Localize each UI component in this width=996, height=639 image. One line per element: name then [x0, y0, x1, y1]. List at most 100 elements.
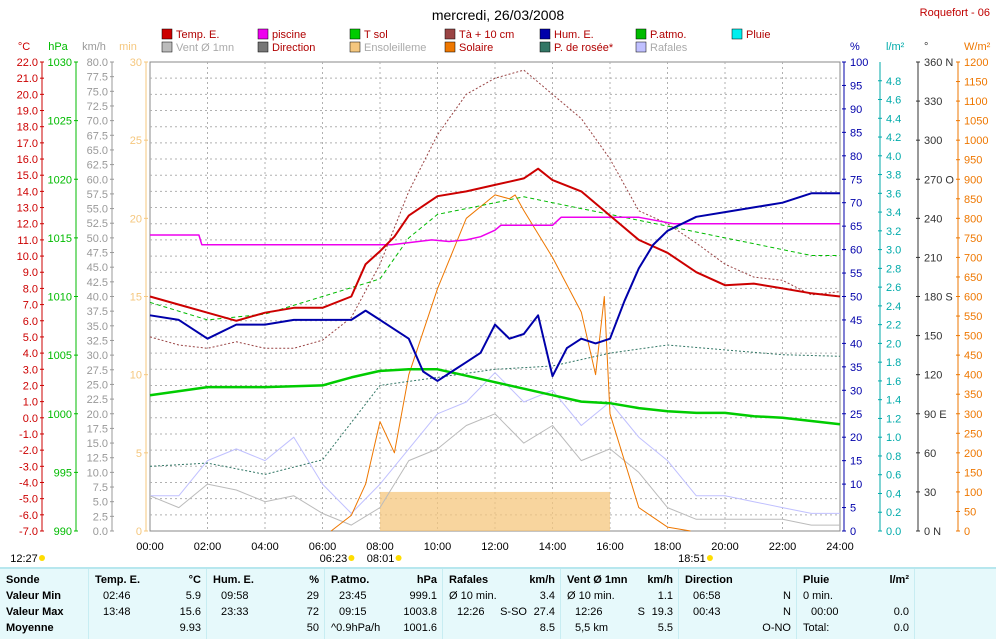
legend-swatch [349, 41, 361, 53]
stats-temp-max-val: 15.6 [179, 606, 201, 618]
axis-tick-label: 2.0 [886, 338, 901, 350]
axis-tick-label: 30 [130, 57, 142, 69]
axis-tick-label: 4.4 [886, 113, 901, 125]
stats-col-temp: Temp. E. °C 02:46 5.9 13:48 15.6 9.93 [88, 569, 207, 639]
x-tick-label: 02:00 [194, 541, 222, 553]
stats-patmo-max-time: 09:15 [339, 606, 367, 618]
axis-tick-label: 75 [850, 174, 862, 186]
sun-time-label: 08:01 [367, 553, 395, 565]
axis-tick-label: 1150 [964, 77, 988, 89]
stats-hum-avg: 50 [306, 622, 319, 634]
stats-pluie-r2-val: 0.0 [893, 606, 909, 618]
stats-rafales-r2-val: 27.4 [533, 606, 555, 618]
legend-label: Vent Ø 1mn [176, 42, 234, 54]
stats-direction-r2-val: N [783, 606, 791, 618]
stats-pluie-r3-label: Total: [803, 622, 830, 634]
axis-tick-label: 4.2 [886, 132, 901, 144]
axis-tick-label: 17.5 [87, 423, 108, 435]
axis-tick-label: 990 [54, 526, 72, 538]
stats-vent-unit: km/h [647, 574, 673, 586]
x-axis-ticks: 00:00 02:00 04:00 06:00 08:00 10:00 12:00 14:00… [10, 541, 854, 565]
axis-tick-label: 35 [850, 362, 862, 374]
axis-tick-label: 2.8 [886, 263, 901, 275]
axis-tick-label: 250 [964, 428, 982, 440]
x-tick-label: 22:00 [769, 541, 797, 553]
axis-tick-label: 0 [964, 526, 970, 538]
stats-patmo-trend: ^0.9hPa/h [331, 622, 381, 634]
legend-label: Solaire [459, 42, 493, 54]
axis-tick-label: 1.2 [886, 413, 901, 425]
axis-tick-label: 995 [54, 467, 72, 479]
stats-rafales-header: Rafales [449, 574, 489, 586]
axis-tick-label: 20.0 [17, 89, 38, 101]
axis-tick-label: 45.0 [87, 262, 108, 274]
stats-col-rafales: Rafales km/h Ø 10 min. 3.4 12:26 S-SO 27.4 8… [442, 569, 561, 639]
stats-patmo-max-val: 1003.8 [403, 606, 437, 618]
axis-tick-label: 12.5 [87, 453, 108, 465]
axis-tick-label: 550 [964, 311, 982, 323]
axis-tick-label: 32.5 [87, 335, 108, 347]
axis-tick-label: -1.0 [19, 429, 38, 441]
axis-tick-label: 3.0 [886, 245, 901, 257]
axis-tick-label: 60 [924, 448, 936, 460]
stats-patmo-min-time: 23:45 [339, 590, 367, 602]
legend-swatch [539, 41, 551, 53]
axis-tick-label: 90 [850, 104, 862, 116]
station-name: Roquefort - 06 [920, 7, 990, 19]
stats-patmo-header: P.atmo. [331, 574, 370, 586]
axis-tick-label: 0.6 [886, 470, 901, 482]
axis-unit-label: W/m² [964, 41, 991, 53]
axis-tick-label: 10.0 [17, 251, 38, 263]
axis-tick-label: 30 [850, 385, 862, 397]
axis-tick-label: 9.0 [23, 267, 38, 279]
axis-tick-label: -6.0 [19, 510, 38, 522]
stats-rafales-avg: 8.5 [539, 622, 555, 634]
axis-tick-label: 20 [850, 432, 862, 444]
axis-tick-label: 2.0 [23, 380, 38, 392]
axis-tick-label: 42.5 [87, 277, 108, 289]
axis-tick-label: 1010 [48, 292, 72, 304]
axis-tick-label: 1020 [48, 174, 72, 186]
x-tick-label: 08:00 [366, 541, 394, 553]
axis-tick-label: 0.2 [886, 507, 901, 519]
axis-tick-label: 0.4 [886, 488, 901, 500]
axis-unit-label: ° [924, 41, 928, 53]
axis-tick-label: 200 [964, 448, 982, 460]
axis-tick-label: 67.5 [87, 130, 108, 142]
legend-swatch [161, 28, 173, 40]
weather-chart: °C 22.0 21.0 20.0 19.0 18.0 17.0 16.0 15.0 14.0 13… [10, 7, 991, 565]
axis-tick-label: 4.0 [886, 151, 901, 163]
x-tick-label: 06:00 [309, 541, 337, 553]
stats-hum-min-time: 09:58 [221, 590, 249, 602]
axis-tick-label: 1.4 [886, 395, 901, 407]
axis-tick-label: 240 [924, 213, 942, 225]
stats-vent-distance: 5,5 km [575, 622, 609, 634]
axis-tick-label: 1200 [964, 57, 988, 69]
stats-temp-min-time: 02:46 [103, 590, 131, 602]
axis-tick-label: 2.5 [93, 511, 108, 523]
axis-tick-label: 50 [964, 506, 976, 518]
x-tick-label: 04:00 [251, 541, 279, 553]
axis-unit-label: °C [18, 41, 30, 53]
stats-patmo-unit: hPa [416, 574, 437, 586]
axis-tick-label: 650 [964, 272, 982, 284]
stats-hum-header: Hum. E. [213, 574, 254, 586]
stats-col-empty [914, 569, 996, 639]
sun-marker [348, 555, 355, 561]
axis-tick-label: 77.5 [87, 72, 108, 84]
stats-col-pluie: Pluie l/m² 0 min. 00:00 0.0 Total: 0.0 [796, 569, 915, 639]
chart-title: mercredi, 26/03/2008 [432, 7, 565, 23]
stats-direction-r1-time: 06:58 [693, 590, 721, 602]
stats-direction-r1-val: N [783, 590, 791, 602]
axis-tick-label: 22.0 [17, 57, 38, 69]
axis-tick-label: 120 [924, 370, 942, 382]
axis-tick-label: 360 N [924, 57, 953, 69]
axis-tick-label: 100 [964, 487, 982, 499]
legend-label: Ensoleilleme [364, 42, 426, 54]
stats-vent-r2-val: 19.3 [651, 606, 673, 618]
axis-tick-label: 15 [850, 456, 862, 468]
axis-tick-label: 75.0 [87, 86, 108, 98]
axis-tick-label: 95 [850, 80, 862, 92]
axis-tick-label: 85 [850, 127, 862, 139]
legend-label: Hum. E. [554, 29, 594, 41]
